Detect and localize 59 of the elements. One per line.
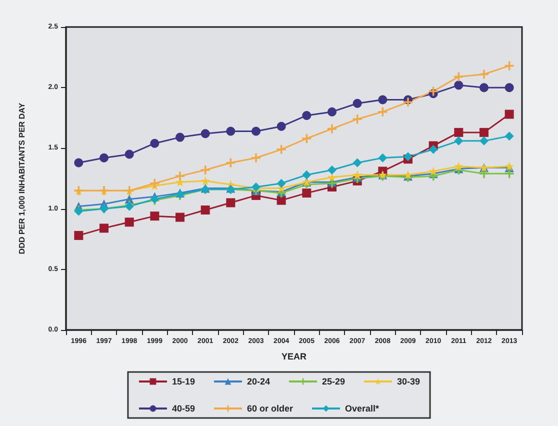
point bbox=[302, 134, 312, 144]
legend-label: 25-29 bbox=[322, 376, 346, 386]
point bbox=[480, 128, 488, 137]
legend-label: Overall* bbox=[344, 404, 380, 414]
point bbox=[252, 153, 260, 162]
point bbox=[302, 110, 312, 120]
point bbox=[404, 152, 412, 162]
point bbox=[276, 196, 286, 205]
point bbox=[176, 132, 184, 142]
point bbox=[276, 144, 286, 154]
point bbox=[124, 218, 134, 227]
point bbox=[150, 138, 160, 148]
point bbox=[100, 224, 108, 233]
point bbox=[226, 126, 236, 136]
point bbox=[504, 132, 514, 141]
legend-label: 15-19 bbox=[172, 376, 195, 386]
point bbox=[454, 128, 464, 137]
point bbox=[176, 172, 184, 181]
x-axis-title: YEAR bbox=[281, 352, 307, 362]
legend-label: 20-24 bbox=[246, 376, 270, 386]
point bbox=[378, 153, 388, 162]
point bbox=[200, 176, 210, 186]
point bbox=[328, 107, 336, 116]
point bbox=[352, 98, 362, 108]
point bbox=[504, 83, 514, 92]
point bbox=[480, 70, 488, 79]
point bbox=[428, 144, 438, 154]
point bbox=[200, 129, 210, 138]
point bbox=[276, 178, 286, 188]
point bbox=[276, 122, 286, 131]
point bbox=[328, 166, 336, 175]
point bbox=[100, 153, 108, 162]
point bbox=[352, 114, 362, 124]
point bbox=[74, 158, 84, 168]
point bbox=[480, 136, 488, 146]
point bbox=[252, 126, 260, 136]
point bbox=[74, 230, 84, 240]
point bbox=[200, 166, 210, 175]
point bbox=[176, 212, 184, 222]
y-axis-title: DDD PER 1,000 INHABITANTS PER DAY bbox=[18, 102, 26, 254]
point bbox=[124, 150, 134, 159]
point bbox=[352, 158, 362, 168]
point bbox=[302, 170, 312, 180]
point bbox=[150, 212, 160, 221]
point bbox=[404, 98, 412, 107]
point bbox=[454, 162, 464, 171]
point bbox=[504, 110, 514, 119]
legend-label: 30-39 bbox=[397, 376, 420, 386]
point bbox=[226, 198, 236, 208]
legend-label: 40-59 bbox=[172, 404, 195, 414]
point bbox=[302, 188, 312, 198]
point bbox=[200, 206, 210, 215]
legend-label: 60 or older bbox=[246, 404, 294, 414]
point bbox=[378, 95, 388, 104]
point bbox=[454, 80, 464, 90]
point bbox=[352, 170, 362, 180]
point bbox=[328, 124, 336, 134]
point bbox=[480, 83, 488, 92]
point bbox=[454, 136, 464, 146]
